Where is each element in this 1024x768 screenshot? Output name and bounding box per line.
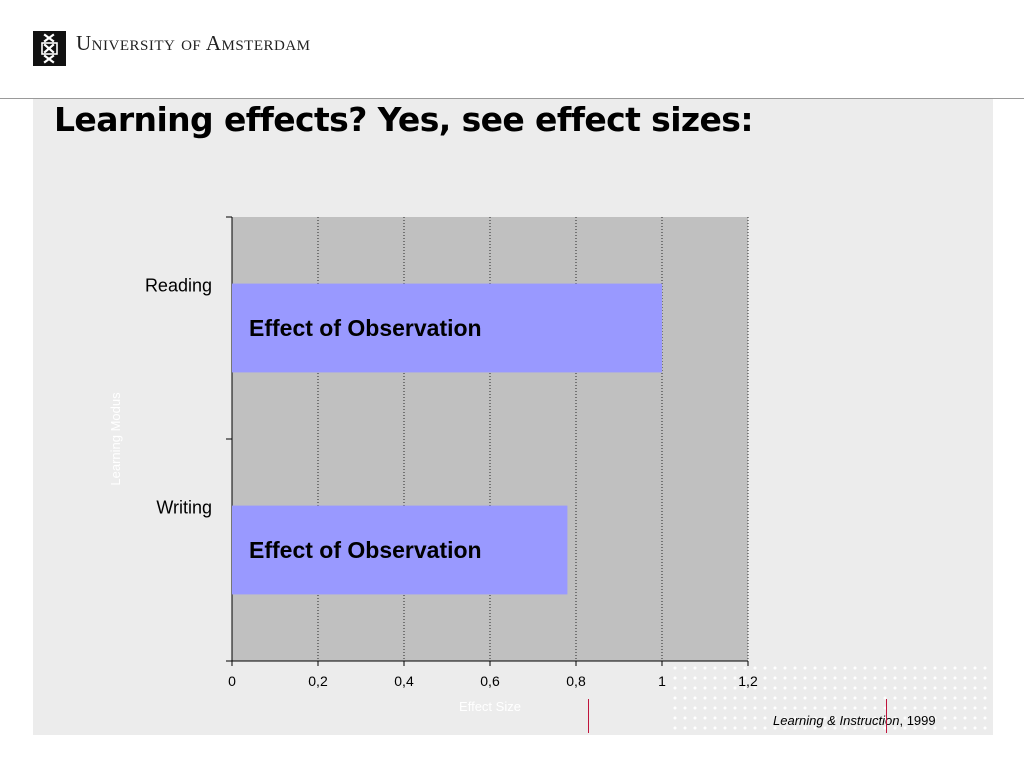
category-label: Reading	[145, 276, 212, 296]
x-tick-label: 1	[658, 673, 666, 689]
source-journal: Learning & Instruction	[773, 713, 900, 728]
header-divider	[0, 98, 1024, 99]
bar-label: Effect of Observation	[249, 537, 482, 563]
x-tick-label: 0,8	[566, 673, 586, 689]
slide-title: Learning effects? Yes, see effect sizes:	[54, 100, 754, 139]
x-axis-title: Effect Size	[459, 699, 521, 714]
accent-mark-left	[588, 699, 589, 733]
x-tick-label: 1,2	[738, 673, 758, 689]
bar-writing	[232, 505, 568, 595]
accent-mark-right	[886, 699, 887, 733]
x-tick-label: 0,2	[308, 673, 328, 689]
y-axis-title: Learning Modus	[108, 392, 123, 486]
university-name: University of Amsterdam	[76, 31, 311, 55]
decorative-dot-pattern	[670, 663, 988, 733]
x-tick-label: 0	[228, 673, 236, 689]
source-citation: Learning & Instruction, 1999	[773, 713, 936, 728]
source-year: , 1999	[899, 713, 936, 728]
bar-label: Effect of Observation	[249, 315, 482, 341]
university-logo	[33, 31, 66, 66]
category-label: Writing	[156, 498, 212, 518]
x-tick-label: 0,6	[480, 673, 500, 689]
bar-reading	[232, 283, 662, 373]
x-tick-label: 0,4	[394, 673, 414, 689]
